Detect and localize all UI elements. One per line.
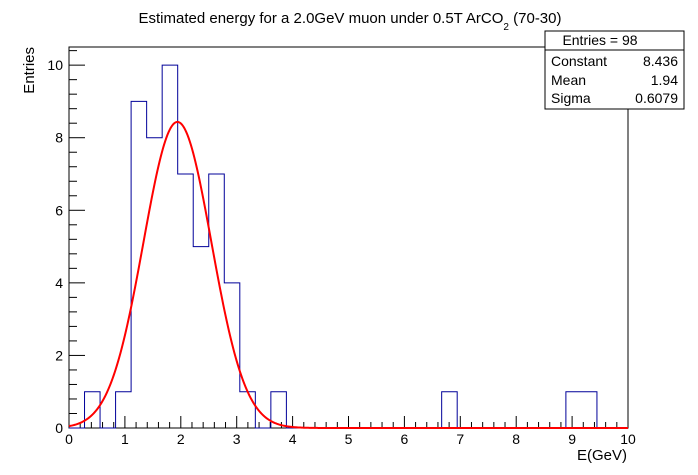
histogram-bars [85,65,597,428]
histogram-bar [224,283,240,428]
histogram-bar [566,392,582,428]
x-tick-label: 4 [289,431,297,447]
y-tick-label: 10 [47,57,63,73]
histogram-outline [69,64,628,429]
histogram-bar [116,392,132,428]
stats-value-constant: 8.436 [643,53,678,69]
stats-label-mean: Mean [551,72,586,88]
y-tick-label: 0 [55,420,63,436]
x-tick-label: 7 [456,431,464,447]
x-tick-label: 8 [512,431,520,447]
stats-label-constant: Constant [551,53,607,69]
x-tick-label: 5 [345,431,353,447]
chart-title: Estimated energy for a 2.0GeV muon under… [138,10,561,33]
plot-frame [68,46,629,429]
gaussian-fit-curve [68,120,628,429]
y-tick-label: 4 [55,275,63,291]
stats-label-sigma: Sigma [551,90,591,106]
x-tick-label: 3 [233,431,241,447]
stats-entries: Entries = 98 [562,32,637,48]
x-tick-label: 6 [401,431,409,447]
y-tick-label: 2 [55,347,63,363]
histogram-bar [193,247,209,428]
x-tick-label: 9 [568,431,576,447]
x-axis-label: E(GeV) [577,447,627,464]
y-tick-label: 8 [55,130,63,146]
histogram-bar [162,65,178,428]
y-axis-label: Entries [21,47,38,94]
stats-box: Entries = 98 Constant 8.436 Mean 1.94 Si… [544,30,685,110]
x-tick-label: 10 [620,431,636,447]
histogram-bar [178,174,194,428]
y-axis: 0 2 4 6 8 10 [47,50,85,436]
x-tick-label: 1 [121,431,129,447]
x-tick-label: 2 [177,431,185,447]
x-tick-label: 0 [65,431,73,447]
stats-value-sigma: 0.6079 [635,90,678,106]
stats-value-mean: 1.94 [651,72,678,88]
y-tick-label: 6 [55,202,63,218]
x-axis: 0 1 2 3 4 5 6 7 8 9 10 [65,416,636,447]
